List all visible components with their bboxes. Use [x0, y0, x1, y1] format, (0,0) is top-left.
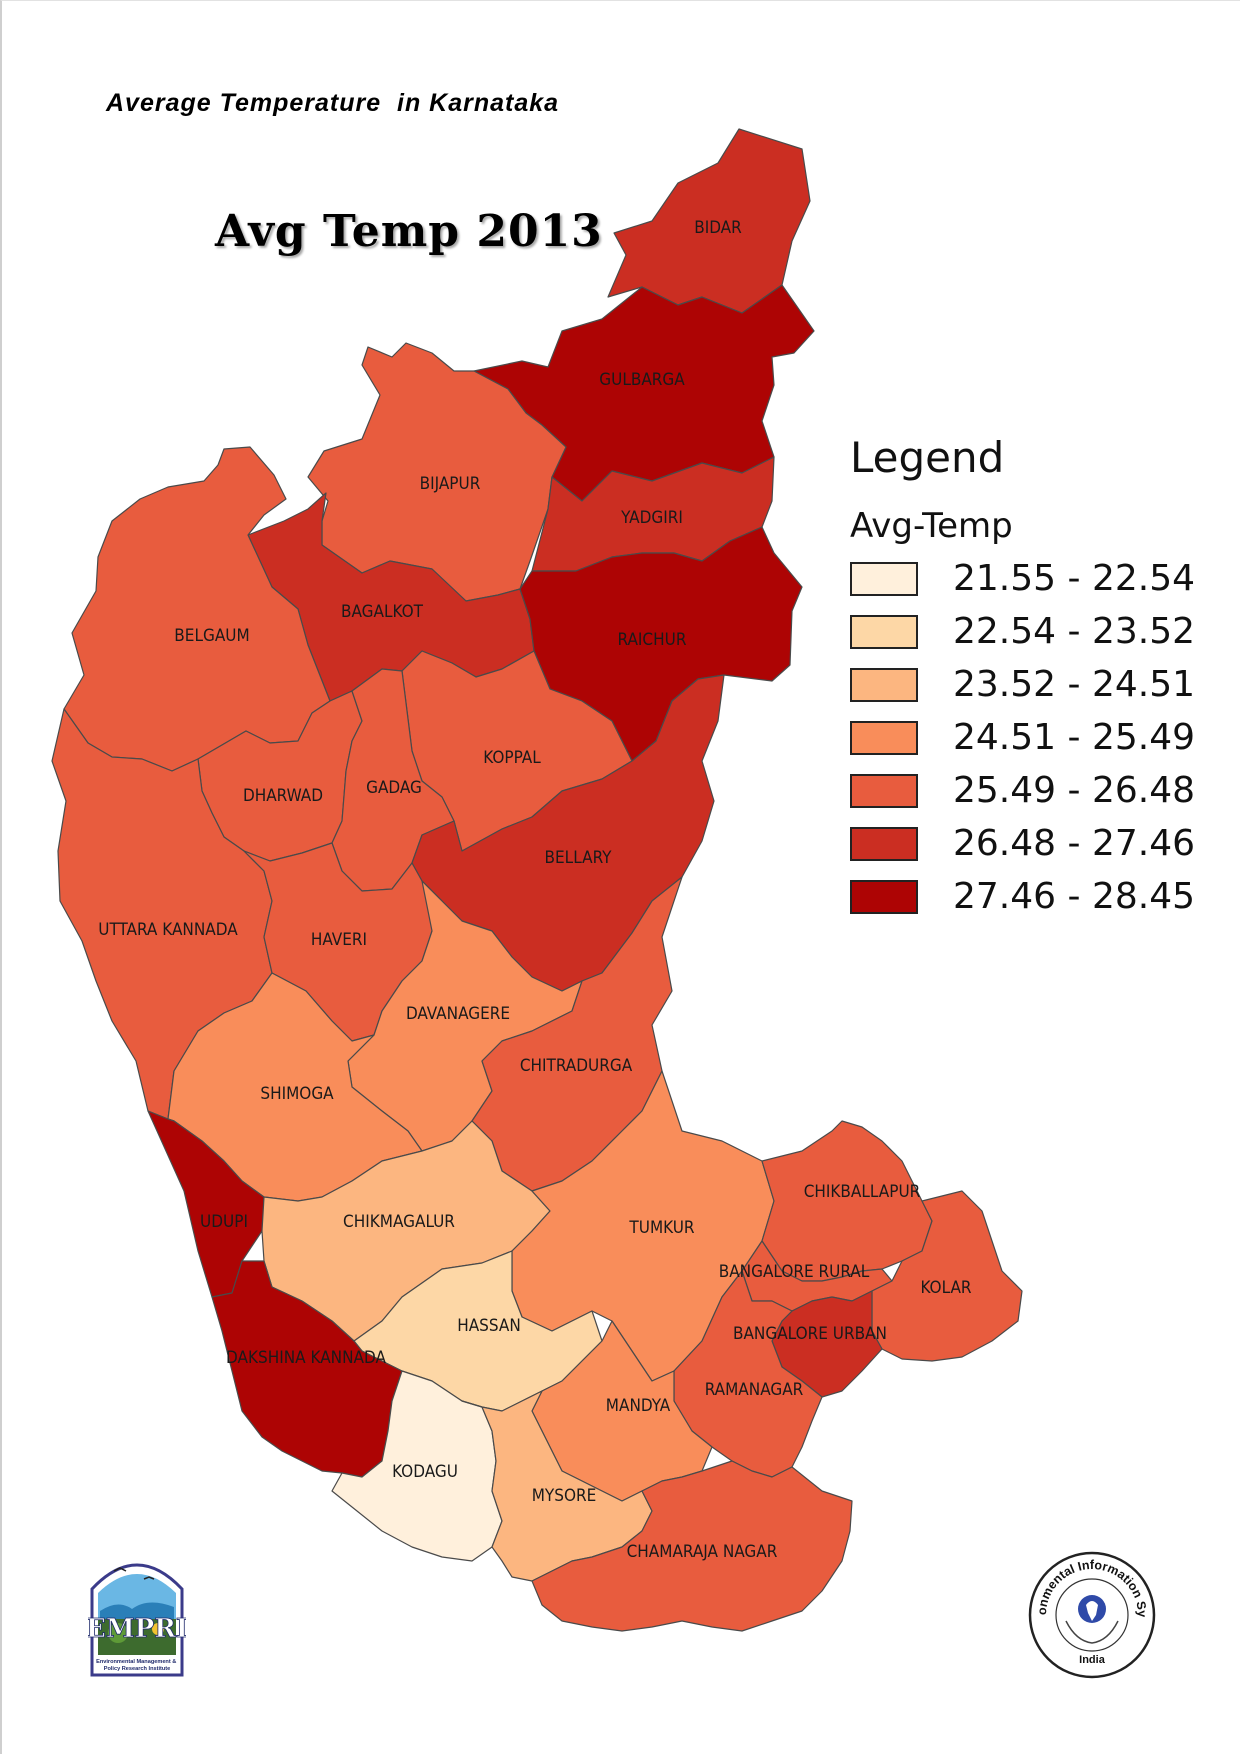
district-label-kodagu: KODAGU [392, 1462, 458, 1482]
district-belgaum [63, 446, 331, 772]
map-title: Avg Temp 2013 [215, 206, 603, 257]
district-label-gulbarga: GULBARGA [599, 370, 685, 390]
district-label-chitradurga: CHITRADURGA [520, 1056, 633, 1076]
district-label-bidar: BIDAR [694, 218, 742, 238]
legend-field-name: Avg-Temp [850, 506, 1013, 546]
district-label-bellary: BELLARY [545, 848, 613, 868]
district-label-yadgiri: YADGIRI [620, 508, 683, 528]
legend-classes: 21.55 - 22.54 22.54 - 23.52 23.52 - 24.51 2… [850, 556, 1230, 927]
page-header-title: Average Temperature in Karnataka [106, 89, 560, 117]
empri-acronym: EMPRI [88, 1614, 186, 1644]
district-label-dharwad: DHARWAD [243, 786, 323, 806]
legend-swatch [850, 562, 918, 596]
empri-logo: EMPRI Environmental Management & Policy … [88, 1563, 186, 1677]
legend-row: 27.46 - 28.45 [850, 874, 1230, 927]
legend-swatch [850, 721, 918, 755]
district-label-mandya: MANDYA [606, 1396, 671, 1416]
legend-class-label: 27.46 - 28.45 [953, 876, 1195, 917]
district-label-bijapur: BIJAPUR [420, 474, 481, 494]
legend-swatch [850, 774, 918, 808]
legend-class-label: 23.52 - 24.51 [953, 664, 1195, 705]
legend-row: 21.55 - 22.54 [850, 556, 1230, 609]
empri-caption: Environmental Management & Policy Resear… [96, 1659, 178, 1672]
legend-row: 22.54 - 23.52 [850, 609, 1230, 662]
legend-title: Legend [850, 433, 1005, 482]
legend-class-label: 21.55 - 22.54 [953, 558, 1195, 599]
eis-logo: Environmental Information System India [1026, 1549, 1156, 1679]
legend-class-label: 25.49 - 26.48 [953, 770, 1195, 811]
district-label-haveri: HAVERI [311, 930, 367, 950]
district-label-udupi: UDUPI [200, 1212, 248, 1232]
legend-row: 26.48 - 27.46 [850, 821, 1230, 874]
district-label-mysore: MYSORE [532, 1486, 597, 1506]
legend-class-label: 26.48 - 27.46 [953, 823, 1195, 864]
district-label-koppal: KOPPAL [483, 748, 541, 768]
legend-swatch [850, 827, 918, 861]
district-label-kolar: KOLAR [920, 1278, 971, 1298]
legend-swatch [850, 880, 918, 914]
district-label-dakshina-kannada: DAKSHINA KANNADA [226, 1348, 386, 1368]
district-label-ramanagar: RAMANAGAR [705, 1380, 804, 1400]
legend-row: 24.51 - 25.49 [850, 715, 1230, 768]
legend-row: 23.52 - 24.51 [850, 662, 1230, 715]
legend-class-label: 24.51 - 25.49 [953, 717, 1195, 758]
legend: Legend Avg-Temp 21.55 - 22.54 22.54 - 23.… [850, 433, 1230, 927]
district-label-chikballapur: CHIKBALLAPUR [804, 1182, 921, 1202]
district-label-davanagere: DAVANAGERE [406, 1004, 510, 1024]
district-label-bagalkot: BAGALKOT [341, 602, 424, 622]
legend-class-label: 22.54 - 23.52 [953, 611, 1195, 652]
district-kolar [871, 1190, 1023, 1362]
district-label-chamaraja-nagar: CHAMARAJA NAGAR [627, 1542, 778, 1562]
district-label-hassan: HASSAN [457, 1316, 521, 1336]
district-chamaraja-nagar [531, 1460, 853, 1632]
district-label-gadag: GADAG [366, 778, 422, 798]
district-label-raichur: RAICHUR [618, 630, 687, 650]
legend-row: 25.49 - 26.48 [850, 768, 1230, 821]
district-label-shimoga: SHIMOGA [260, 1084, 334, 1104]
legend-swatch [850, 615, 918, 649]
district-label-uttara-kannada: UTTARA KANNADA [98, 920, 238, 940]
district-label-tumkur: TUMKUR [628, 1218, 695, 1238]
district-label-chikmagalur: CHIKMAGALUR [343, 1212, 455, 1232]
district-label-belgaum: BELGAUM [174, 626, 249, 646]
eis-country: India [1079, 1654, 1106, 1666]
district-label-bangalore-urban: BANGALORE URBAN [733, 1324, 887, 1344]
district-label-bangalore-rural: BANGALORE RURAL [719, 1262, 870, 1282]
legend-swatch [850, 668, 918, 702]
